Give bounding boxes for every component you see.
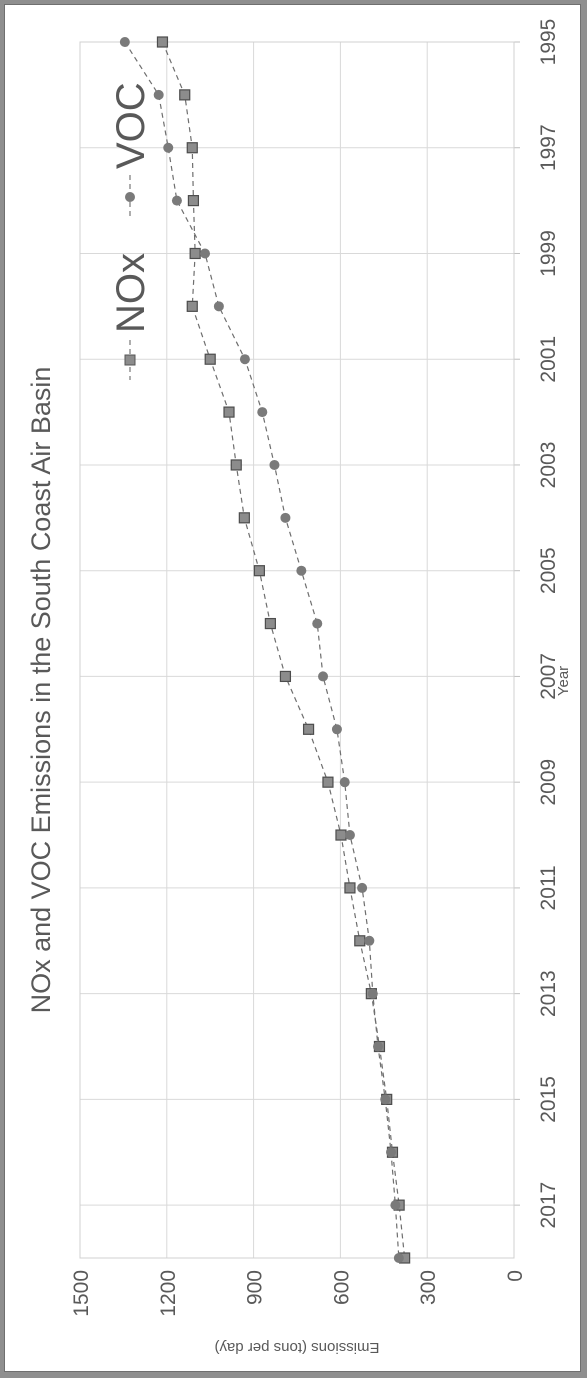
voc-point	[280, 512, 291, 523]
year-tick-label: 2005	[537, 547, 560, 594]
nox-point	[230, 459, 242, 471]
voc-point	[269, 459, 280, 470]
series-nox	[156, 36, 411, 1264]
value-tick-label: 600	[330, 1270, 353, 1305]
voc-point	[163, 142, 174, 153]
emissions-chart: 0 300 600 900 1200 1500 1995 1997 1999 2001 2003 20…	[26, 19, 572, 1356]
nox-point	[302, 723, 315, 735]
legend-item-voc: VOC	[109, 82, 153, 220]
tick-labels: 0 300 600 900 1200 1500 1995 1997 1999 2001 2003 20…	[70, 19, 560, 1317]
year-tick-label: 2017	[537, 1182, 560, 1229]
x-axis-title: Year	[555, 666, 572, 696]
year-tick-label: 2003	[537, 442, 560, 489]
legend: NOx VOC	[109, 82, 153, 380]
chart-title: NOx and VOC Emissions in the South Coast…	[26, 367, 56, 1014]
value-tick-label: 300	[417, 1270, 440, 1305]
nox-point	[344, 882, 356, 894]
value-tick-label: 1500	[70, 1270, 93, 1317]
value-tick-label: 900	[244, 1270, 267, 1305]
voc-point	[318, 671, 329, 682]
voc-point	[373, 1041, 384, 1052]
value-tick-label: 0	[504, 1270, 527, 1282]
nox-point	[354, 935, 366, 947]
nox-point	[186, 300, 198, 312]
series-voc	[119, 37, 404, 1263]
legend-circle-marker	[125, 192, 135, 202]
nox-point	[204, 353, 216, 365]
voc-point	[390, 1200, 401, 1211]
voc-point	[239, 354, 250, 365]
chart-frame: 0 300 600 900 1200 1500 1995 1997 1999 2001 2003 20…	[4, 4, 581, 1372]
year-tick-label: 2009	[537, 759, 560, 806]
nox-point	[322, 776, 334, 788]
voc-point	[357, 882, 368, 893]
legend-label-voc: VOC	[109, 82, 153, 169]
voc-point	[344, 830, 355, 841]
nox-point	[264, 617, 276, 630]
voc-point	[331, 724, 342, 735]
voc-line	[124, 41, 400, 1259]
voc-point	[393, 1253, 404, 1263]
voc-point	[380, 1094, 391, 1105]
year-tick-label: 1999	[537, 230, 560, 277]
year-tick-label: 2013	[537, 970, 560, 1017]
nox-point	[223, 406, 235, 418]
nox-point	[187, 195, 200, 207]
legend-item-nox: NOx	[109, 253, 153, 380]
nox-point	[335, 829, 347, 841]
plot-area	[79, 41, 515, 1259]
voc-point	[257, 407, 268, 418]
year-tick-label: 1997	[537, 124, 560, 171]
nox-point	[253, 565, 265, 577]
y-axis-title: Emissions (tons per day)	[214, 1339, 379, 1356]
legend-label-nox: NOx	[109, 253, 153, 333]
gridlines	[79, 41, 520, 1258]
nox-point	[279, 670, 292, 683]
year-tick-label: 2015	[537, 1076, 560, 1123]
series-layer	[119, 36, 411, 1264]
voc-point	[312, 618, 323, 629]
voc-point	[213, 301, 224, 312]
nox-line	[161, 41, 406, 1259]
nox-point	[189, 247, 201, 260]
nox-point	[238, 512, 250, 524]
year-tick-label: 1995	[537, 19, 560, 66]
nox-point	[179, 89, 191, 101]
nox-point	[156, 36, 169, 48]
voc-point	[367, 988, 378, 999]
voc-point	[171, 195, 182, 206]
year-tick-label: 2001	[537, 336, 560, 383]
legend-square-marker	[124, 354, 136, 366]
year-tick-label: 2007	[537, 653, 560, 700]
year-tick-label: 2011	[537, 865, 560, 910]
voc-point	[153, 89, 164, 100]
voc-point	[199, 248, 210, 259]
voc-point	[119, 37, 130, 47]
voc-point	[364, 935, 375, 946]
voc-point	[296, 565, 307, 576]
voc-point	[339, 777, 350, 788]
nox-point	[186, 142, 198, 154]
value-tick-label: 1200	[157, 1270, 180, 1317]
voc-point	[386, 1147, 397, 1158]
